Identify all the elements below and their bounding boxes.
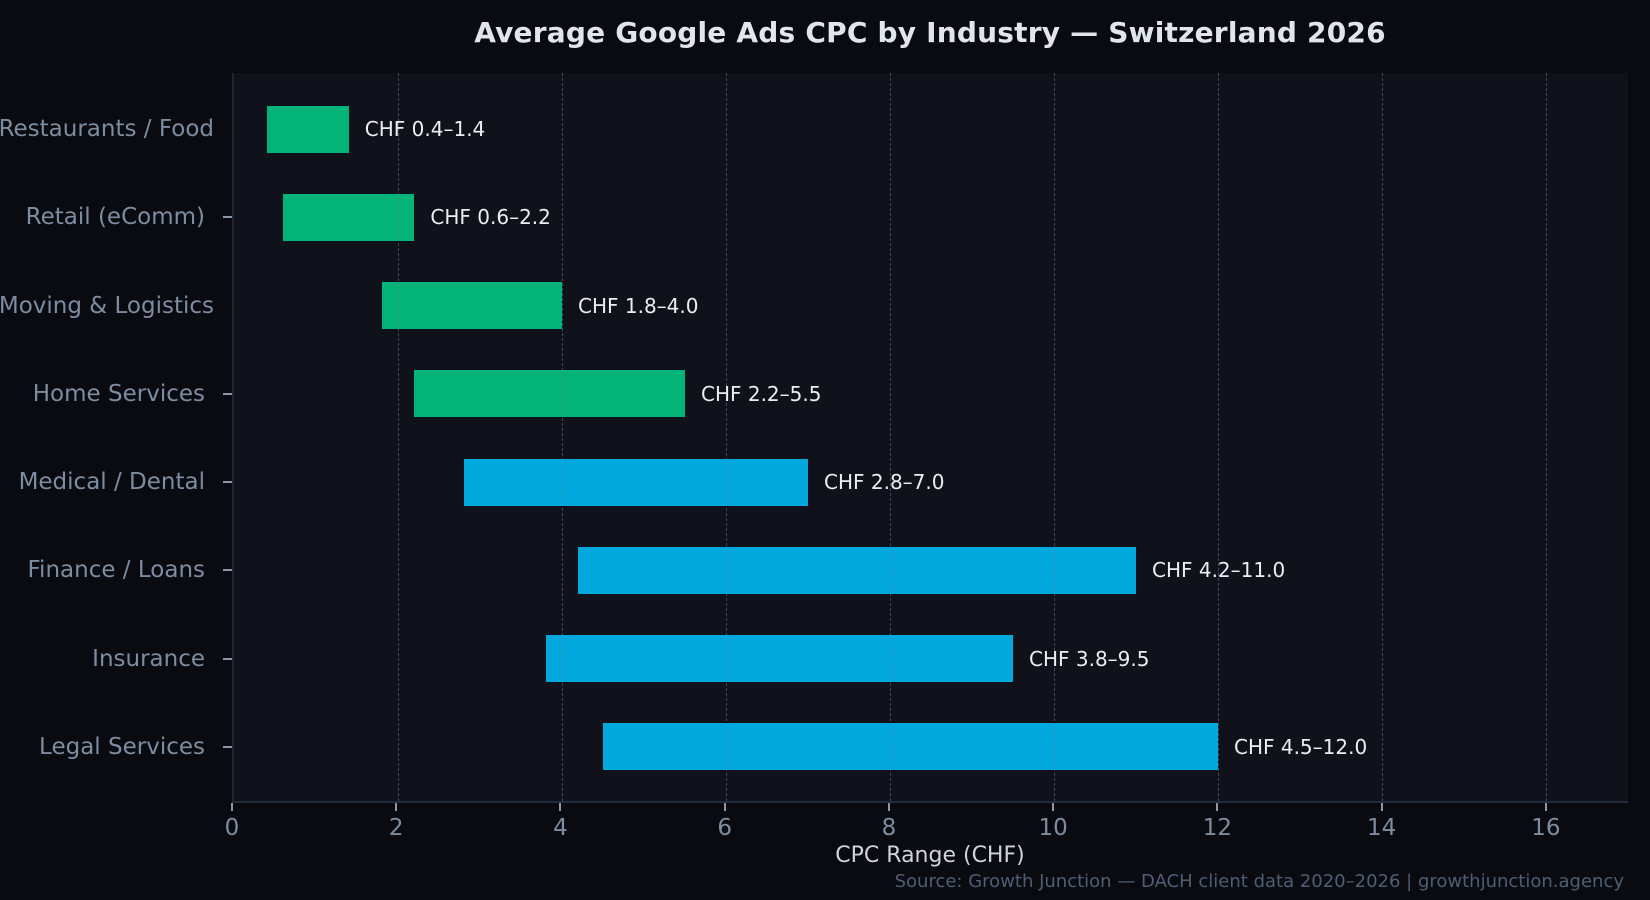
x-tick-label: 12 bbox=[1202, 815, 1233, 841]
gridline bbox=[726, 73, 727, 801]
bar-value-label: CHF 1.8–4.0 bbox=[578, 293, 699, 318]
x-tick-label: 6 bbox=[717, 815, 733, 841]
x-tick-label: 2 bbox=[388, 815, 404, 841]
gridline bbox=[1382, 73, 1383, 801]
x-tick-label: 8 bbox=[881, 815, 897, 841]
category-label-text: Moving & Logistics bbox=[0, 292, 214, 319]
category-label-text: Home Services bbox=[32, 380, 205, 407]
bar-value-label: CHF 0.6–2.2 bbox=[430, 205, 551, 230]
range-bar bbox=[414, 370, 685, 418]
y-tick-mark bbox=[223, 481, 232, 484]
plot-area: CHF 0.4–1.4 CHF 0.6–2.2 CHF 1.8–4.0 CHF 2.2… bbox=[232, 73, 1628, 803]
category-label: Finance / Loans bbox=[0, 526, 232, 614]
y-tick-mark bbox=[223, 569, 232, 572]
x-axis: 0 2 4 6 8 10 12 14 16 bbox=[225, 803, 1628, 863]
x-tick-label: 14 bbox=[1367, 815, 1397, 841]
x-tick-mark bbox=[887, 803, 890, 811]
category-label: Moving & Logistics bbox=[0, 262, 232, 350]
y-axis-labels: Restaurants / Food Retail (eComm) Moving &… bbox=[0, 73, 232, 803]
category-label: Medical / Dental bbox=[0, 438, 232, 526]
category-label: Insurance bbox=[0, 615, 232, 703]
gridline bbox=[398, 73, 399, 801]
gridline bbox=[562, 73, 563, 801]
x-tick-mark bbox=[1380, 803, 1383, 811]
range-bar bbox=[545, 635, 1013, 683]
category-label: Home Services bbox=[0, 350, 232, 438]
range-bar bbox=[603, 723, 1218, 771]
y-tick-mark bbox=[223, 392, 232, 395]
bar-value-label: CHF 4.5–12.0 bbox=[1233, 734, 1368, 759]
bar-value-label: CHF 2.2–5.5 bbox=[700, 381, 822, 406]
chart-title: Average Google Ads CPC by Industry — Swi… bbox=[474, 16, 1386, 49]
category-label-text: Finance / Loans bbox=[27, 557, 206, 584]
category-label: Retail (eComm) bbox=[0, 173, 232, 261]
bar-value-label: CHF 4.2–11.0 bbox=[1151, 558, 1286, 583]
bar-value-label: CHF 3.8–9.5 bbox=[1029, 646, 1150, 671]
x-tick-label: 4 bbox=[553, 815, 568, 841]
category-label-text: Restaurants / Food bbox=[0, 116, 214, 143]
y-tick-mark bbox=[223, 745, 232, 748]
x-tick-mark bbox=[231, 803, 233, 811]
category-label: Restaurants / Food bbox=[0, 85, 232, 173]
range-bar bbox=[266, 105, 349, 153]
x-tick-mark bbox=[1216, 803, 1219, 811]
gridline bbox=[1054, 73, 1055, 801]
x-tick-label: 16 bbox=[1531, 815, 1561, 841]
gridline bbox=[1218, 73, 1219, 801]
source-note: Source: Growth Junction — DACH client da… bbox=[894, 871, 1624, 892]
x-tick-mark bbox=[559, 803, 562, 811]
category-label-text: Medical / Dental bbox=[18, 469, 205, 496]
gridline bbox=[890, 73, 891, 801]
x-tick-mark bbox=[1052, 803, 1055, 811]
range-bar bbox=[283, 193, 415, 241]
range-bar bbox=[381, 282, 562, 330]
category-label-text: Legal Services bbox=[39, 733, 205, 760]
y-tick-mark bbox=[223, 216, 232, 219]
gridline bbox=[1546, 73, 1547, 801]
x-tick-label: 10 bbox=[1038, 815, 1068, 841]
bar-value-label: CHF 2.8–7.0 bbox=[824, 470, 945, 495]
x-tick-label: 0 bbox=[224, 815, 240, 841]
range-bar bbox=[463, 458, 808, 506]
category-label-text: Retail (eComm) bbox=[25, 204, 205, 231]
x-axis-label: CPC Range (CHF) bbox=[835, 843, 1025, 868]
x-tick-mark bbox=[395, 803, 398, 811]
category-label: Legal Services bbox=[0, 703, 232, 791]
category-label-text: Insurance bbox=[92, 645, 205, 672]
x-tick-mark bbox=[1544, 803, 1547, 811]
y-tick-mark bbox=[223, 657, 232, 660]
x-tick-mark bbox=[723, 803, 726, 811]
range-bar bbox=[578, 546, 1136, 594]
bar-value-label: CHF 0.4–1.4 bbox=[364, 117, 486, 142]
